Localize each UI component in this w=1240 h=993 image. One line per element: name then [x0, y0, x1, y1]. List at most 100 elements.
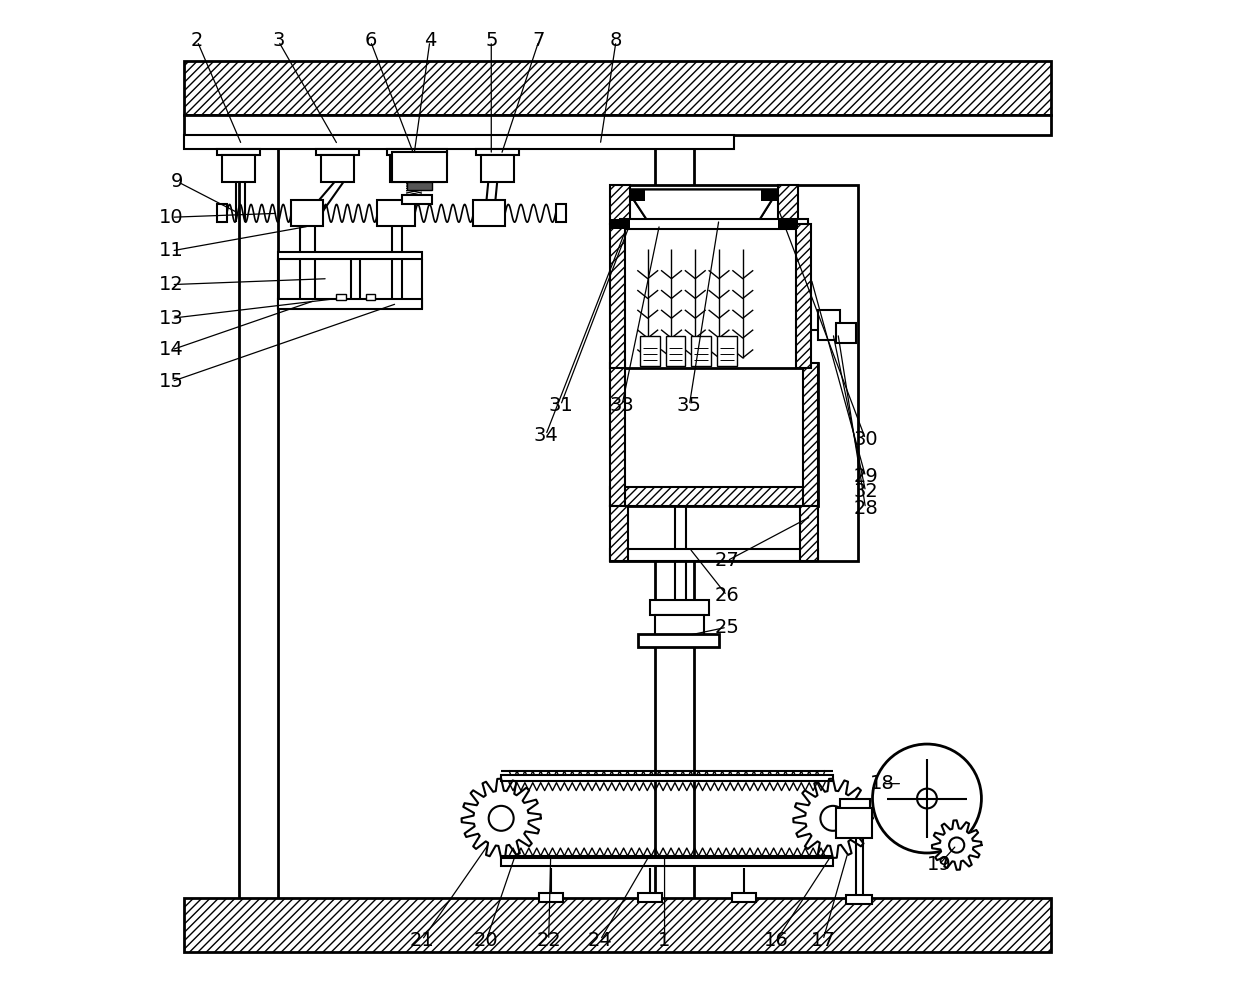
Bar	[407, 182, 432, 190]
Text: 10: 10	[159, 208, 184, 226]
Bar	[637, 635, 719, 647]
Bar	[278, 252, 422, 259]
Text: 22: 22	[537, 930, 560, 949]
Bar	[387, 149, 446, 155]
Bar	[637, 893, 662, 903]
Text: 3: 3	[273, 32, 284, 51]
Text: 9: 9	[171, 172, 184, 191]
Bar	[620, 219, 808, 229]
Bar	[366, 295, 376, 301]
Bar	[476, 149, 520, 155]
Bar	[655, 616, 704, 636]
Bar	[377, 201, 415, 226]
Text: 33: 33	[610, 396, 635, 415]
Polygon shape	[627, 190, 779, 224]
Bar	[610, 506, 627, 561]
Polygon shape	[627, 190, 779, 224]
Text: 12: 12	[159, 275, 184, 294]
Text: 8: 8	[610, 32, 622, 51]
Text: 4: 4	[424, 32, 436, 51]
Circle shape	[918, 788, 937, 808]
Bar	[610, 185, 858, 561]
Text: 18: 18	[870, 775, 895, 793]
Circle shape	[821, 806, 846, 831]
Bar	[610, 362, 818, 506]
Bar	[185, 115, 1050, 135]
Text: 11: 11	[159, 241, 184, 260]
Bar	[620, 224, 808, 367]
Bar	[691, 336, 711, 365]
Bar	[796, 224, 811, 367]
Bar	[779, 185, 799, 224]
Bar	[278, 300, 422, 310]
Bar	[391, 155, 444, 182]
Bar	[800, 506, 818, 561]
Bar	[666, 336, 686, 365]
Bar	[316, 149, 358, 155]
Bar	[640, 336, 660, 365]
Circle shape	[949, 837, 965, 853]
Bar	[836, 323, 856, 343]
Text: 31: 31	[548, 396, 573, 415]
Text: 29: 29	[853, 467, 878, 487]
Bar	[402, 196, 432, 205]
Bar	[539, 893, 563, 903]
Text: 21: 21	[409, 930, 434, 949]
Text: 30: 30	[853, 430, 878, 449]
Text: 27: 27	[714, 551, 739, 570]
Text: 32: 32	[853, 482, 878, 501]
Bar	[818, 311, 839, 340]
Bar	[217, 205, 227, 222]
Bar	[217, 149, 259, 155]
Bar	[392, 152, 446, 182]
Polygon shape	[794, 779, 873, 858]
Bar	[474, 201, 505, 226]
Bar	[804, 362, 818, 506]
Bar	[779, 219, 799, 229]
Bar	[627, 190, 645, 202]
Text: 35: 35	[677, 396, 702, 415]
Text: 20: 20	[474, 930, 498, 949]
Bar	[501, 858, 833, 866]
Bar	[185, 61, 1050, 115]
Text: 25: 25	[714, 618, 739, 637]
Bar	[836, 808, 872, 838]
Text: 19: 19	[926, 855, 951, 875]
Bar	[610, 185, 630, 224]
Bar	[556, 205, 565, 222]
Text: 15: 15	[159, 372, 184, 391]
Text: 16: 16	[764, 930, 789, 949]
Polygon shape	[461, 779, 541, 858]
Text: 7: 7	[533, 32, 546, 51]
Bar	[321, 155, 353, 182]
Bar	[481, 155, 515, 182]
Bar	[501, 775, 833, 780]
Bar	[732, 893, 755, 903]
Bar	[846, 895, 872, 905]
Circle shape	[489, 806, 513, 831]
Text: 26: 26	[714, 586, 739, 605]
Bar	[717, 336, 737, 365]
Bar	[185, 898, 1050, 952]
Polygon shape	[932, 820, 981, 870]
Bar	[185, 135, 734, 149]
Bar	[760, 190, 779, 202]
Text: 1: 1	[658, 930, 671, 949]
Bar	[610, 487, 818, 506]
Bar	[336, 295, 346, 301]
Bar	[650, 601, 709, 616]
Text: 13: 13	[159, 309, 184, 328]
Bar	[839, 798, 869, 823]
Bar	[610, 549, 818, 561]
Circle shape	[873, 744, 981, 853]
Text: 17: 17	[811, 930, 836, 949]
Bar	[610, 224, 625, 367]
Text: 6: 6	[365, 32, 377, 51]
Text: 34: 34	[533, 426, 558, 445]
Bar	[291, 201, 322, 226]
Bar	[610, 219, 630, 229]
Bar	[610, 362, 625, 506]
Text: 28: 28	[853, 498, 878, 518]
Text: 14: 14	[159, 341, 184, 359]
Text: 24: 24	[588, 930, 613, 949]
